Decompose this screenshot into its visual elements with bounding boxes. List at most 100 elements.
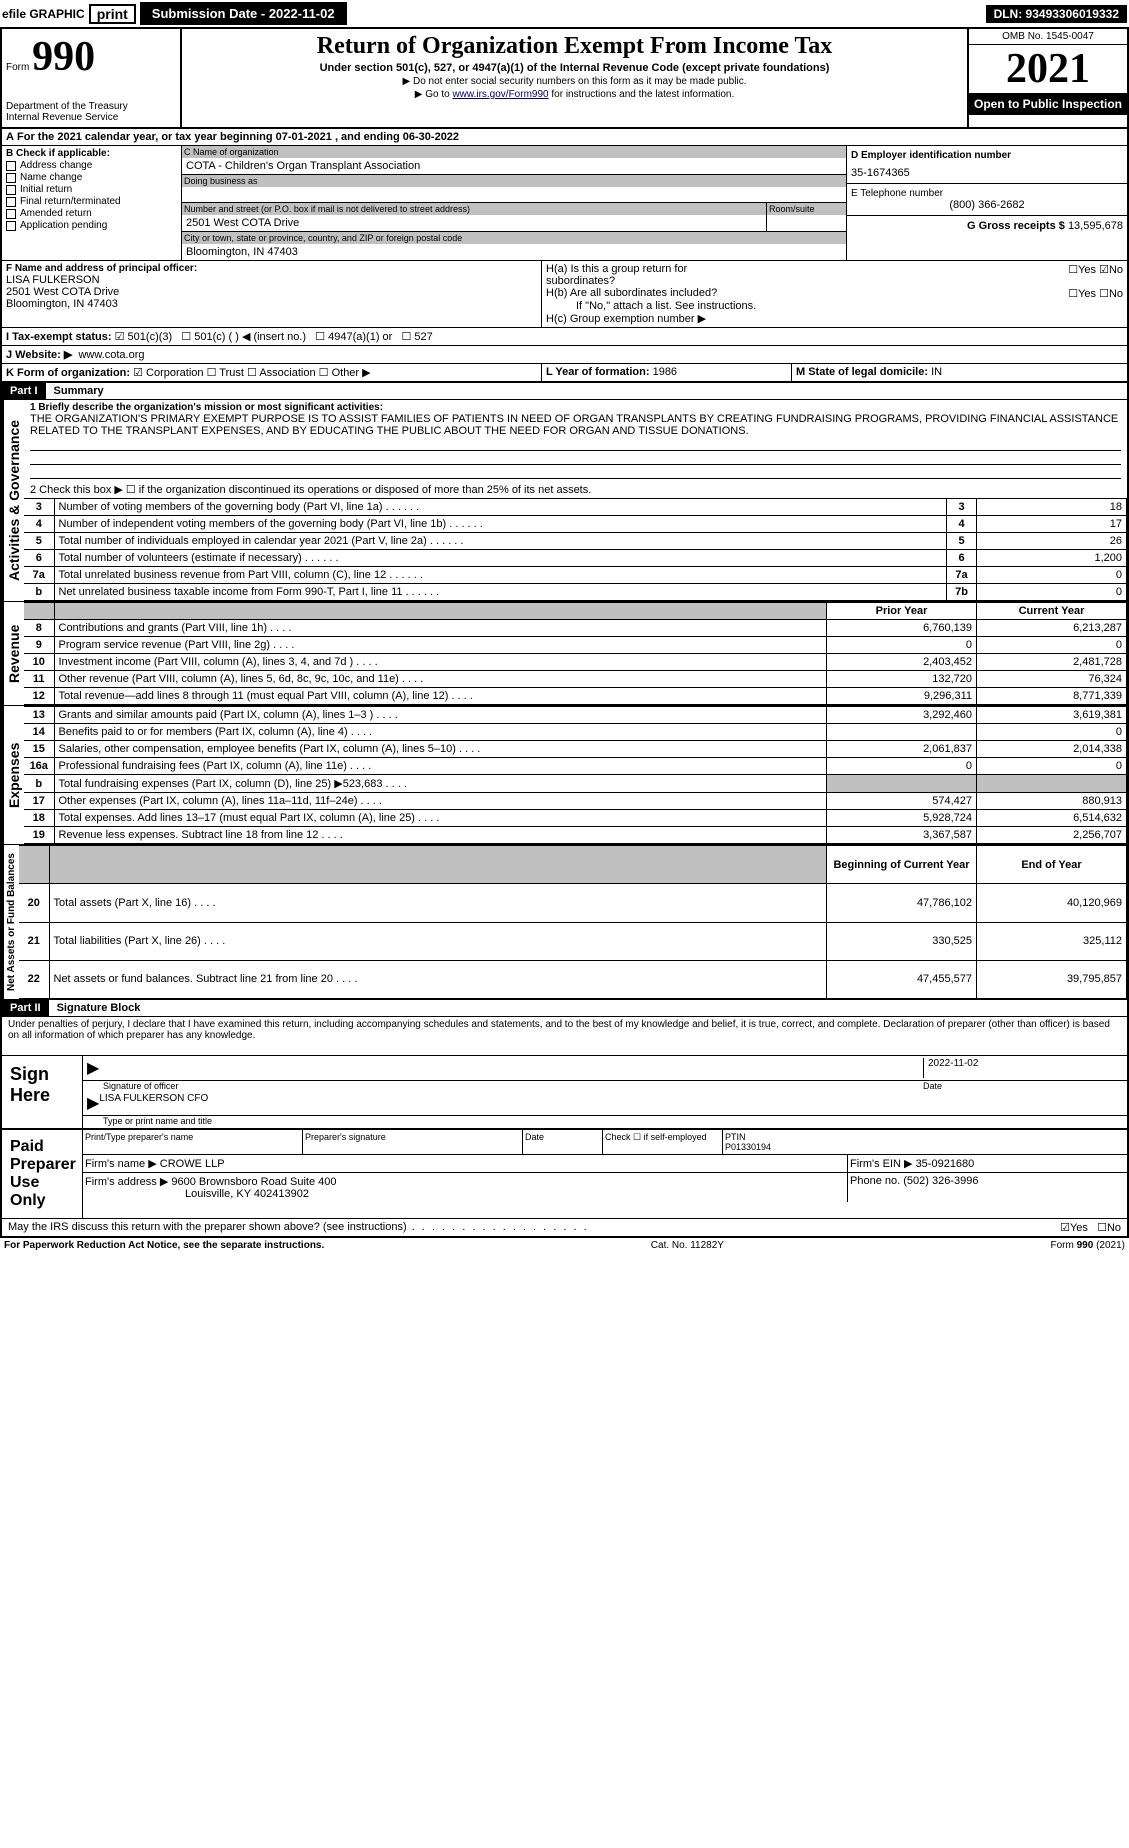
m-state: IN [931, 366, 942, 378]
vlabel-revenue: Revenue [2, 602, 24, 705]
k-label: K Form of organization: [6, 367, 130, 379]
dln-label: DLN: 93493306019332 [986, 5, 1127, 23]
firm-addr1: 9600 Brownsboro Road Suite 400 [171, 1176, 336, 1188]
street-label: Number and street (or P.O. box if mail i… [182, 203, 766, 215]
prep-name-label: Print/Type preparer's name [83, 1130, 303, 1154]
vlabel-expenses: Expenses [2, 706, 24, 844]
cat-number: Cat. No. 11282Y [651, 1240, 724, 1251]
ha-answer: ☐Yes ☑No [1068, 263, 1123, 287]
street-address: 2501 West COTA Drive [182, 215, 766, 231]
i-label: I Tax-exempt status: [6, 331, 112, 343]
inspection-label: Open to Public Inspection [969, 93, 1127, 115]
discuss-answer: ☑Yes ☐No [1060, 1221, 1121, 1234]
officer-name: LISA FULKERSON [6, 274, 537, 286]
checkbox-option: Final return/terminated [6, 196, 177, 207]
gross-receipts-label: G Gross receipts $ [967, 220, 1065, 232]
k-other: Other ▶ [332, 367, 371, 379]
form-prefix: Form [6, 62, 29, 73]
501c: 501(c) ( ) ◀ (insert no.) [194, 331, 306, 343]
table-row: 19Revenue less expenses. Subtract line 1… [24, 827, 1127, 844]
table-row: 21Total liabilities (Part X, line 26) . … [19, 922, 1127, 960]
l-year: 1986 [653, 366, 677, 378]
hb-answer: ☐Yes ☐No [1068, 287, 1123, 300]
ptin-value: P01330194 [725, 1142, 771, 1152]
table-row: 13Grants and similar amounts paid (Part … [24, 707, 1127, 724]
k-trust: Trust [219, 367, 244, 379]
paperwork-notice: For Paperwork Reduction Act Notice, see … [4, 1240, 324, 1251]
firm-addr-label: Firm's address ▶ [85, 1176, 168, 1188]
note-pre: ▶ Go to [415, 89, 453, 100]
line-a: A For the 2021 calendar year, or tax yea… [2, 129, 1127, 146]
table-row: 8Contributions and grants (Part VIII, li… [24, 620, 1127, 637]
table-row: 17Other expenses (Part IX, column (A), l… [24, 793, 1127, 810]
type-name-label: Type or print name and title [83, 1116, 1127, 1128]
knowledge-link[interactable] [2, 1043, 8, 1055]
ein-value: 35-1674365 [851, 161, 1123, 179]
table-row: 7aTotal unrelated business revenue from … [24, 567, 1127, 584]
print-button[interactable]: print [89, 4, 136, 24]
sign-here-label: Sign Here [2, 1056, 82, 1128]
table-row: bTotal fundraising expenses (Part IX, co… [24, 775, 1127, 793]
l-label: L Year of formation: [546, 366, 650, 378]
501c3: 501(c)(3) [128, 331, 173, 343]
paid-preparer-label: Paid Preparer Use Only [2, 1130, 82, 1218]
table-row: 12Total revenue—add lines 8 through 11 (… [24, 688, 1127, 705]
ha-label: H(a) Is this a group return for subordin… [546, 263, 746, 287]
section-b: B Check if applicable: Address changeNam… [2, 146, 182, 260]
table-row: 6Total number of volunteers (estimate if… [24, 550, 1127, 567]
table-row: 16aProfessional fundraising fees (Part I… [24, 758, 1127, 775]
form-subtitle: Under section 501(c), 527, or 4947(a)(1)… [186, 62, 963, 74]
prep-sig-label: Preparer's signature [303, 1130, 523, 1154]
firm-phone: (502) 326-3996 [903, 1175, 978, 1187]
dept-label: Department of the Treasury [6, 101, 176, 112]
firm-ein: 35-0921680 [916, 1158, 975, 1170]
j-label: J Website: ▶ [6, 349, 72, 361]
penalty-text: Under penalties of perjury, I declare th… [2, 1017, 1127, 1043]
date-label: Date [923, 1081, 1123, 1091]
k-corp: Corporation [146, 367, 203, 379]
sig-date: 2022-11-02 [923, 1058, 1123, 1078]
4947: 4947(a)(1) or [328, 331, 392, 343]
phone-label: E Telephone number [851, 188, 1123, 199]
officer-name-typed: LISA FULKERSON CFO [99, 1093, 208, 1113]
table-row: 4Number of independent voting members of… [24, 516, 1127, 533]
table-row: 14Benefits paid to or for members (Part … [24, 724, 1127, 741]
form-number: 990 [32, 34, 95, 80]
f-label: F Name and address of principal officer: [6, 263, 537, 274]
dba-label: Doing business as [182, 175, 846, 187]
checkbox-option: Application pending [6, 220, 177, 231]
checkbox-option: Address change [6, 160, 177, 171]
note-post: for instructions and the latest informat… [549, 89, 735, 100]
instructions-note: ▶ Go to www.irs.gov/Form990 for instruct… [186, 89, 963, 100]
ptin-label: PTIN [725, 1132, 746, 1142]
table-row: 11Other revenue (Part VIII, column (A), … [24, 671, 1127, 688]
table-row: 22Net assets or fund balances. Subtract … [19, 960, 1127, 998]
hb-note: If "No," attach a list. See instructions… [546, 300, 1123, 312]
vlabel-governance: Activities & Governance [2, 400, 24, 601]
part2-title: Signature Block [49, 1002, 141, 1014]
k-assoc: Association [259, 367, 315, 379]
part1-title: Summary [46, 385, 104, 397]
line2: 2 Check this box ▶ ☐ if the organization… [24, 481, 1127, 498]
table-row: 20Total assets (Part X, line 16) . . . .… [19, 884, 1127, 922]
discuss-question: May the IRS discuss this return with the… [8, 1221, 589, 1234]
checkbox-option: Initial return [6, 184, 177, 195]
irs-link[interactable]: www.irs.gov/Form990 [452, 89, 548, 100]
self-employed-check: Check ☐ if self-employed [603, 1130, 723, 1154]
table-row: 15Salaries, other compensation, employee… [24, 741, 1127, 758]
sig-officer-label: Signature of officer [87, 1081, 923, 1091]
omb-number: OMB No. 1545-0047 [969, 29, 1127, 45]
room-label: Room/suite [767, 203, 846, 215]
checkbox-option: Amended return [6, 208, 177, 219]
org-name: COTA - Children's Organ Transplant Assoc… [182, 158, 846, 174]
sig-officer-field [99, 1058, 923, 1078]
mission-label: 1 Briefly describe the organization's mi… [30, 402, 1121, 413]
submission-date: Submission Date - 2022-11-02 [140, 2, 347, 25]
firm-name: CROWE LLP [160, 1158, 225, 1170]
hc-label: H(c) Group exemption number ▶ [546, 312, 1123, 325]
table-row: 5Total number of individuals employed in… [24, 533, 1127, 550]
prep-date-label: Date [523, 1130, 603, 1154]
officer-addr1: 2501 West COTA Drive [6, 286, 537, 298]
table-row: 10Investment income (Part VIII, column (… [24, 654, 1127, 671]
arrow-icon: ▶ [87, 1093, 99, 1113]
